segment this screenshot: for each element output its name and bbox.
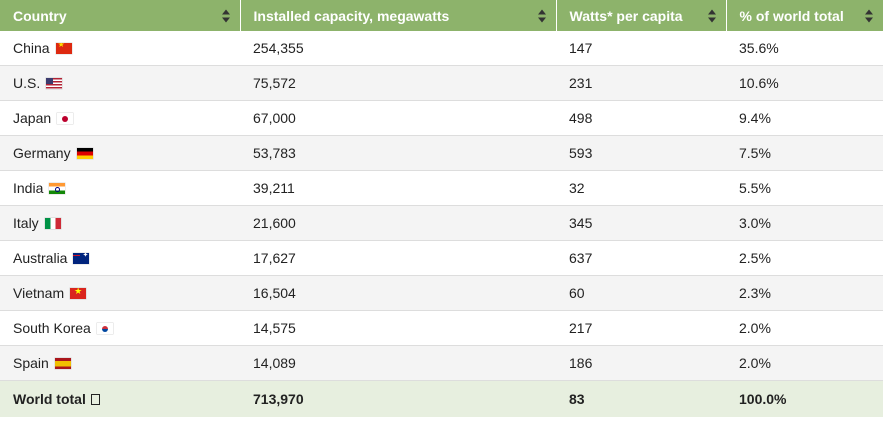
- country-cell: Japan: [0, 100, 240, 136]
- capacity-cell: 16,504: [240, 275, 556, 311]
- country-cell: Germany: [0, 135, 240, 171]
- table-row: U.S. 75,572 231 10.6%: [0, 65, 883, 101]
- total-row: World total 713,970 83 100.0%: [0, 380, 883, 417]
- total-label: World total: [13, 391, 86, 407]
- column-header-per-capita[interactable]: Watts* per capita: [556, 0, 727, 31]
- column-header-label: Watts* per capita: [569, 7, 683, 24]
- country-cell: China: [0, 31, 240, 66]
- vietnam-flag-icon: [70, 288, 87, 299]
- share-cell: 3.0%: [726, 205, 883, 241]
- share-cell: 35.6%: [726, 31, 883, 66]
- per-capita-cell: 60: [556, 275, 726, 311]
- share-cell: 10.6%: [726, 65, 883, 101]
- per-capita-cell: 186: [556, 345, 726, 381]
- country-name: U.S.: [13, 75, 41, 91]
- per-capita-cell: 32: [556, 170, 726, 206]
- per-capita-cell: 231: [556, 65, 726, 101]
- country-cell: U.S.: [0, 65, 240, 101]
- country-name: Spain: [13, 355, 49, 371]
- column-header-country[interactable]: Country: [0, 0, 241, 31]
- table-row: Japan 67,000 498 9.4%: [0, 100, 883, 136]
- india-flag-icon: [49, 183, 66, 194]
- country-cell: Vietnam: [0, 275, 240, 311]
- table-body: China254,35514735.6%U.S.75,57223110.6%Ja…: [0, 31, 883, 381]
- sort-icon[interactable]: [221, 9, 230, 22]
- globe-icon: [90, 394, 100, 405]
- table-row: Italy 21,600 345 3.0%: [0, 205, 883, 241]
- column-header-capacity[interactable]: Installed capacity, megawatts: [240, 0, 557, 31]
- share-cell: 2.3%: [726, 275, 883, 311]
- country-cell: Spain: [0, 345, 240, 381]
- per-capita-cell: 147: [556, 31, 726, 66]
- country-name: Japan: [13, 110, 52, 126]
- country-name: Germany: [13, 145, 71, 161]
- sort-icon[interactable]: [865, 9, 873, 22]
- spain-flag-icon: [54, 358, 71, 369]
- total-per-capita-cell: 83: [556, 380, 726, 417]
- australia-flag-icon: [73, 253, 90, 264]
- capacity-cell: 14,089: [240, 345, 556, 381]
- share-cell: 2.0%: [726, 345, 883, 381]
- capacity-cell: 17,627: [240, 240, 556, 276]
- column-header-label: % of world total: [739, 7, 844, 24]
- share-cell: 7.5%: [726, 135, 883, 171]
- share-cell: 2.0%: [726, 310, 883, 346]
- us-flag-icon: [46, 78, 63, 89]
- country-name: Italy: [13, 215, 39, 231]
- country-name: Australia: [13, 250, 68, 266]
- per-capita-cell: 345: [556, 205, 726, 241]
- country-cell: India: [0, 170, 240, 206]
- country-name: Vietnam: [13, 285, 65, 301]
- share-cell: 5.5%: [726, 170, 883, 206]
- country-name: China: [13, 40, 50, 56]
- capacity-cell: 67,000: [240, 100, 556, 136]
- per-capita-cell: 637: [556, 240, 726, 276]
- italy-flag-icon: [44, 218, 61, 229]
- table-row: South Korea 14,575 217 2.0%: [0, 310, 883, 346]
- share-cell: 9.4%: [726, 100, 883, 136]
- column-header-label: Installed capacity, megawatts: [253, 7, 450, 24]
- column-header-share[interactable]: % of world total: [726, 0, 883, 31]
- country-cell: Italy: [0, 205, 240, 241]
- table-row: Spain 14,089 186 2.0%: [0, 345, 883, 381]
- sort-icon[interactable]: [537, 9, 546, 22]
- country-name: South Korea: [13, 320, 91, 336]
- per-capita-cell: 593: [556, 135, 726, 171]
- header-row: Country Installed capacity, megawatts Wa…: [0, 0, 883, 31]
- table-row: Germany 53,783 593 7.5%: [0, 135, 883, 171]
- capacity-cell: 14,575: [240, 310, 556, 346]
- total-capacity-cell: 713,970: [240, 380, 556, 417]
- country-cell: South Korea: [0, 310, 240, 346]
- country-cell: Australia: [0, 240, 240, 276]
- capacity-cell: 53,783: [240, 135, 556, 171]
- per-capita-cell: 498: [556, 100, 726, 136]
- country-name: India: [13, 180, 44, 196]
- column-header-label: Country: [13, 7, 67, 24]
- capacity-cell: 21,600: [240, 205, 556, 241]
- total-country-cell: World total: [0, 380, 240, 417]
- capacity-cell: 39,211: [240, 170, 556, 206]
- south-korea-flag-icon: [96, 323, 113, 334]
- china-flag-icon: [55, 43, 72, 54]
- total-share-cell: 100.0%: [726, 380, 883, 417]
- capacity-cell: 75,572: [240, 65, 556, 101]
- per-capita-cell: 217: [556, 310, 726, 346]
- capacity-cell: 254,355: [240, 31, 556, 66]
- japan-flag-icon: [57, 113, 74, 124]
- germany-flag-icon: [76, 148, 93, 159]
- sort-icon[interactable]: [707, 9, 716, 22]
- table-row: India 39,211 32 5.5%: [0, 170, 883, 206]
- share-cell: 2.5%: [726, 240, 883, 276]
